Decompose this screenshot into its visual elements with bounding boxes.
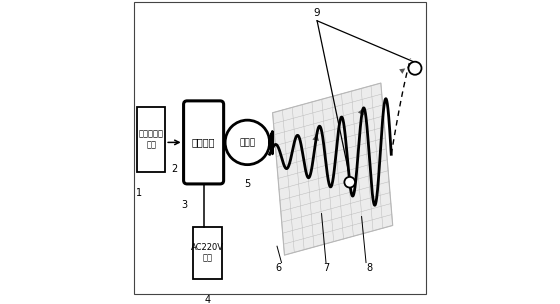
Text: 光纤盘: 光纤盘 xyxy=(239,138,255,147)
FancyBboxPatch shape xyxy=(137,107,165,172)
Text: 1: 1 xyxy=(136,188,142,198)
Text: 5: 5 xyxy=(244,179,250,189)
Polygon shape xyxy=(273,83,393,255)
Text: 数据采集工
控机: 数据采集工 控机 xyxy=(139,130,164,149)
FancyBboxPatch shape xyxy=(184,101,223,184)
Text: 待测样品: 待测样品 xyxy=(192,137,216,147)
Text: 6: 6 xyxy=(276,264,282,274)
Circle shape xyxy=(225,120,269,165)
Text: 8: 8 xyxy=(366,264,372,274)
Text: 9: 9 xyxy=(314,8,320,18)
Text: 7: 7 xyxy=(323,264,329,274)
FancyBboxPatch shape xyxy=(193,227,222,279)
Text: AC220V
电源: AC220V 电源 xyxy=(191,243,224,263)
Circle shape xyxy=(344,177,355,188)
Circle shape xyxy=(408,62,422,75)
Text: 4: 4 xyxy=(204,295,211,304)
Text: 3: 3 xyxy=(181,200,188,210)
Text: 2: 2 xyxy=(171,164,177,174)
